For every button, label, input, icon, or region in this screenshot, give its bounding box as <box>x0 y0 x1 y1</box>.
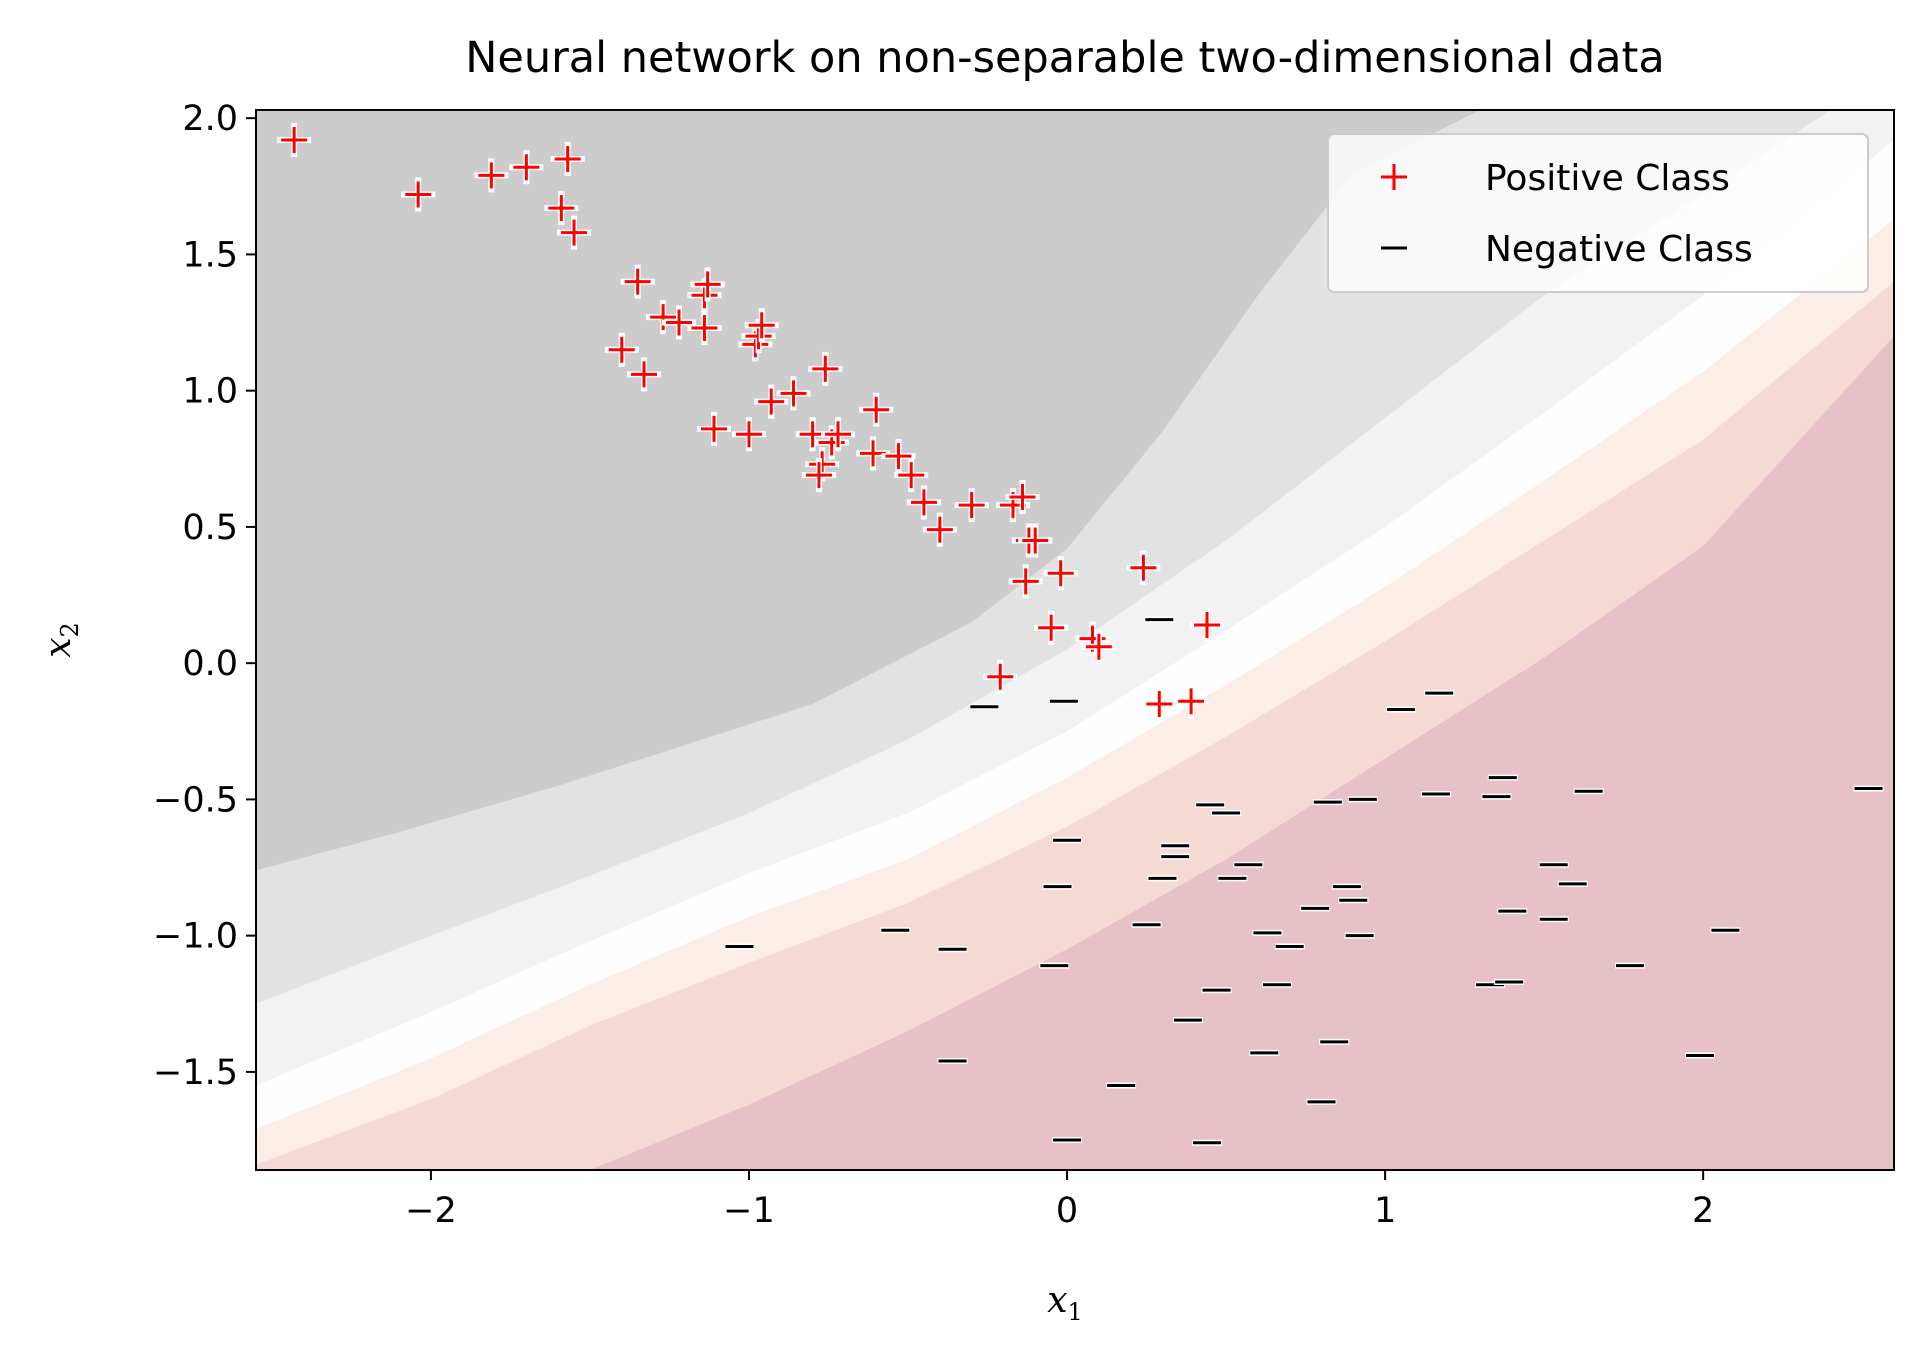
positive-point <box>983 659 1018 694</box>
y-tick-label: −1.5 <box>153 1053 238 1093</box>
positive-point <box>954 488 989 523</box>
decision-regions <box>256 110 1894 1170</box>
x-axis-label-sub: 1 <box>1068 1298 1083 1326</box>
positive-point <box>731 417 766 452</box>
positive-point <box>922 512 957 547</box>
y-axis-label-base: x <box>38 637 79 657</box>
positive-point <box>1018 523 1053 558</box>
positive-point <box>401 177 436 212</box>
positive-point <box>277 122 312 157</box>
plot-frame <box>255 109 1895 1171</box>
y-tick-label: 0.0 <box>182 644 238 684</box>
positive-point <box>557 215 592 250</box>
legend-negative-label: Negative Class <box>1485 229 1753 270</box>
positive-point <box>821 417 856 452</box>
region-level-6 <box>590 336 1894 1170</box>
y-tick-label: 0.5 <box>182 508 238 548</box>
positive-point <box>808 351 843 386</box>
x-tick-label: 2 <box>1692 1191 1714 1231</box>
positive-point <box>894 458 929 493</box>
y-tick-label: −0.5 <box>153 780 238 820</box>
x-tick-label: −2 <box>405 1191 457 1231</box>
positive-point <box>1189 608 1224 643</box>
positive-point <box>1008 564 1043 599</box>
x-tick-label: −1 <box>723 1191 775 1231</box>
positive-point <box>550 142 585 177</box>
y-tick-label: −1.0 <box>153 917 238 957</box>
positive-point <box>1034 610 1069 645</box>
positive-point <box>1005 479 1040 514</box>
legend-positive-marker <box>1381 164 1407 190</box>
positive-point <box>1174 684 1209 719</box>
positive-point <box>687 310 722 345</box>
legend: Positive Class Negative Class <box>1327 133 1869 293</box>
chart-title: Neural network on non-separable two-dime… <box>465 33 1665 83</box>
y-axis-label-sub: 2 <box>56 622 84 637</box>
positive-point <box>1043 556 1078 591</box>
positive-point <box>662 305 697 340</box>
y-axis: −1.5 −1.0 −0.5 0.0 0.5 1.0 1.5 2.0 <box>153 99 256 1093</box>
positive-point <box>1142 687 1177 722</box>
positive-point <box>627 357 662 392</box>
positive-point <box>474 158 509 193</box>
y-axis-label: x2 <box>38 622 84 658</box>
legend-box <box>1327 133 1869 293</box>
x-tick-label: 0 <box>1056 1191 1078 1231</box>
positive-point <box>1081 629 1116 664</box>
data-markers <box>277 122 1884 1146</box>
x-tick-label: 1 <box>1374 1191 1396 1231</box>
positive-point <box>544 191 579 226</box>
positive-point <box>744 308 779 343</box>
positive-point <box>690 267 725 302</box>
positive-point <box>646 300 681 335</box>
positive-point <box>604 332 639 367</box>
x-axis-label-base: x <box>1047 1280 1067 1321</box>
y-tick-label: 1.0 <box>182 372 238 412</box>
y-tick-label: 2.0 <box>182 99 238 139</box>
positive-point <box>620 264 655 299</box>
positive-point <box>906 485 941 520</box>
positive-point <box>881 439 916 474</box>
x-axis-label: x1 <box>1047 1280 1083 1326</box>
positive-point <box>509 150 544 185</box>
y-tick-label: 1.5 <box>182 235 238 275</box>
legend-positive-label: Positive Class <box>1485 158 1730 199</box>
positive-point <box>697 411 732 446</box>
positive-point <box>754 384 789 419</box>
positive-point <box>801 458 836 493</box>
positive-point <box>1126 550 1161 585</box>
positive-point <box>776 376 811 411</box>
x-axis: −2 −1 0 1 2 <box>405 1170 1714 1231</box>
positive-point <box>859 392 894 427</box>
